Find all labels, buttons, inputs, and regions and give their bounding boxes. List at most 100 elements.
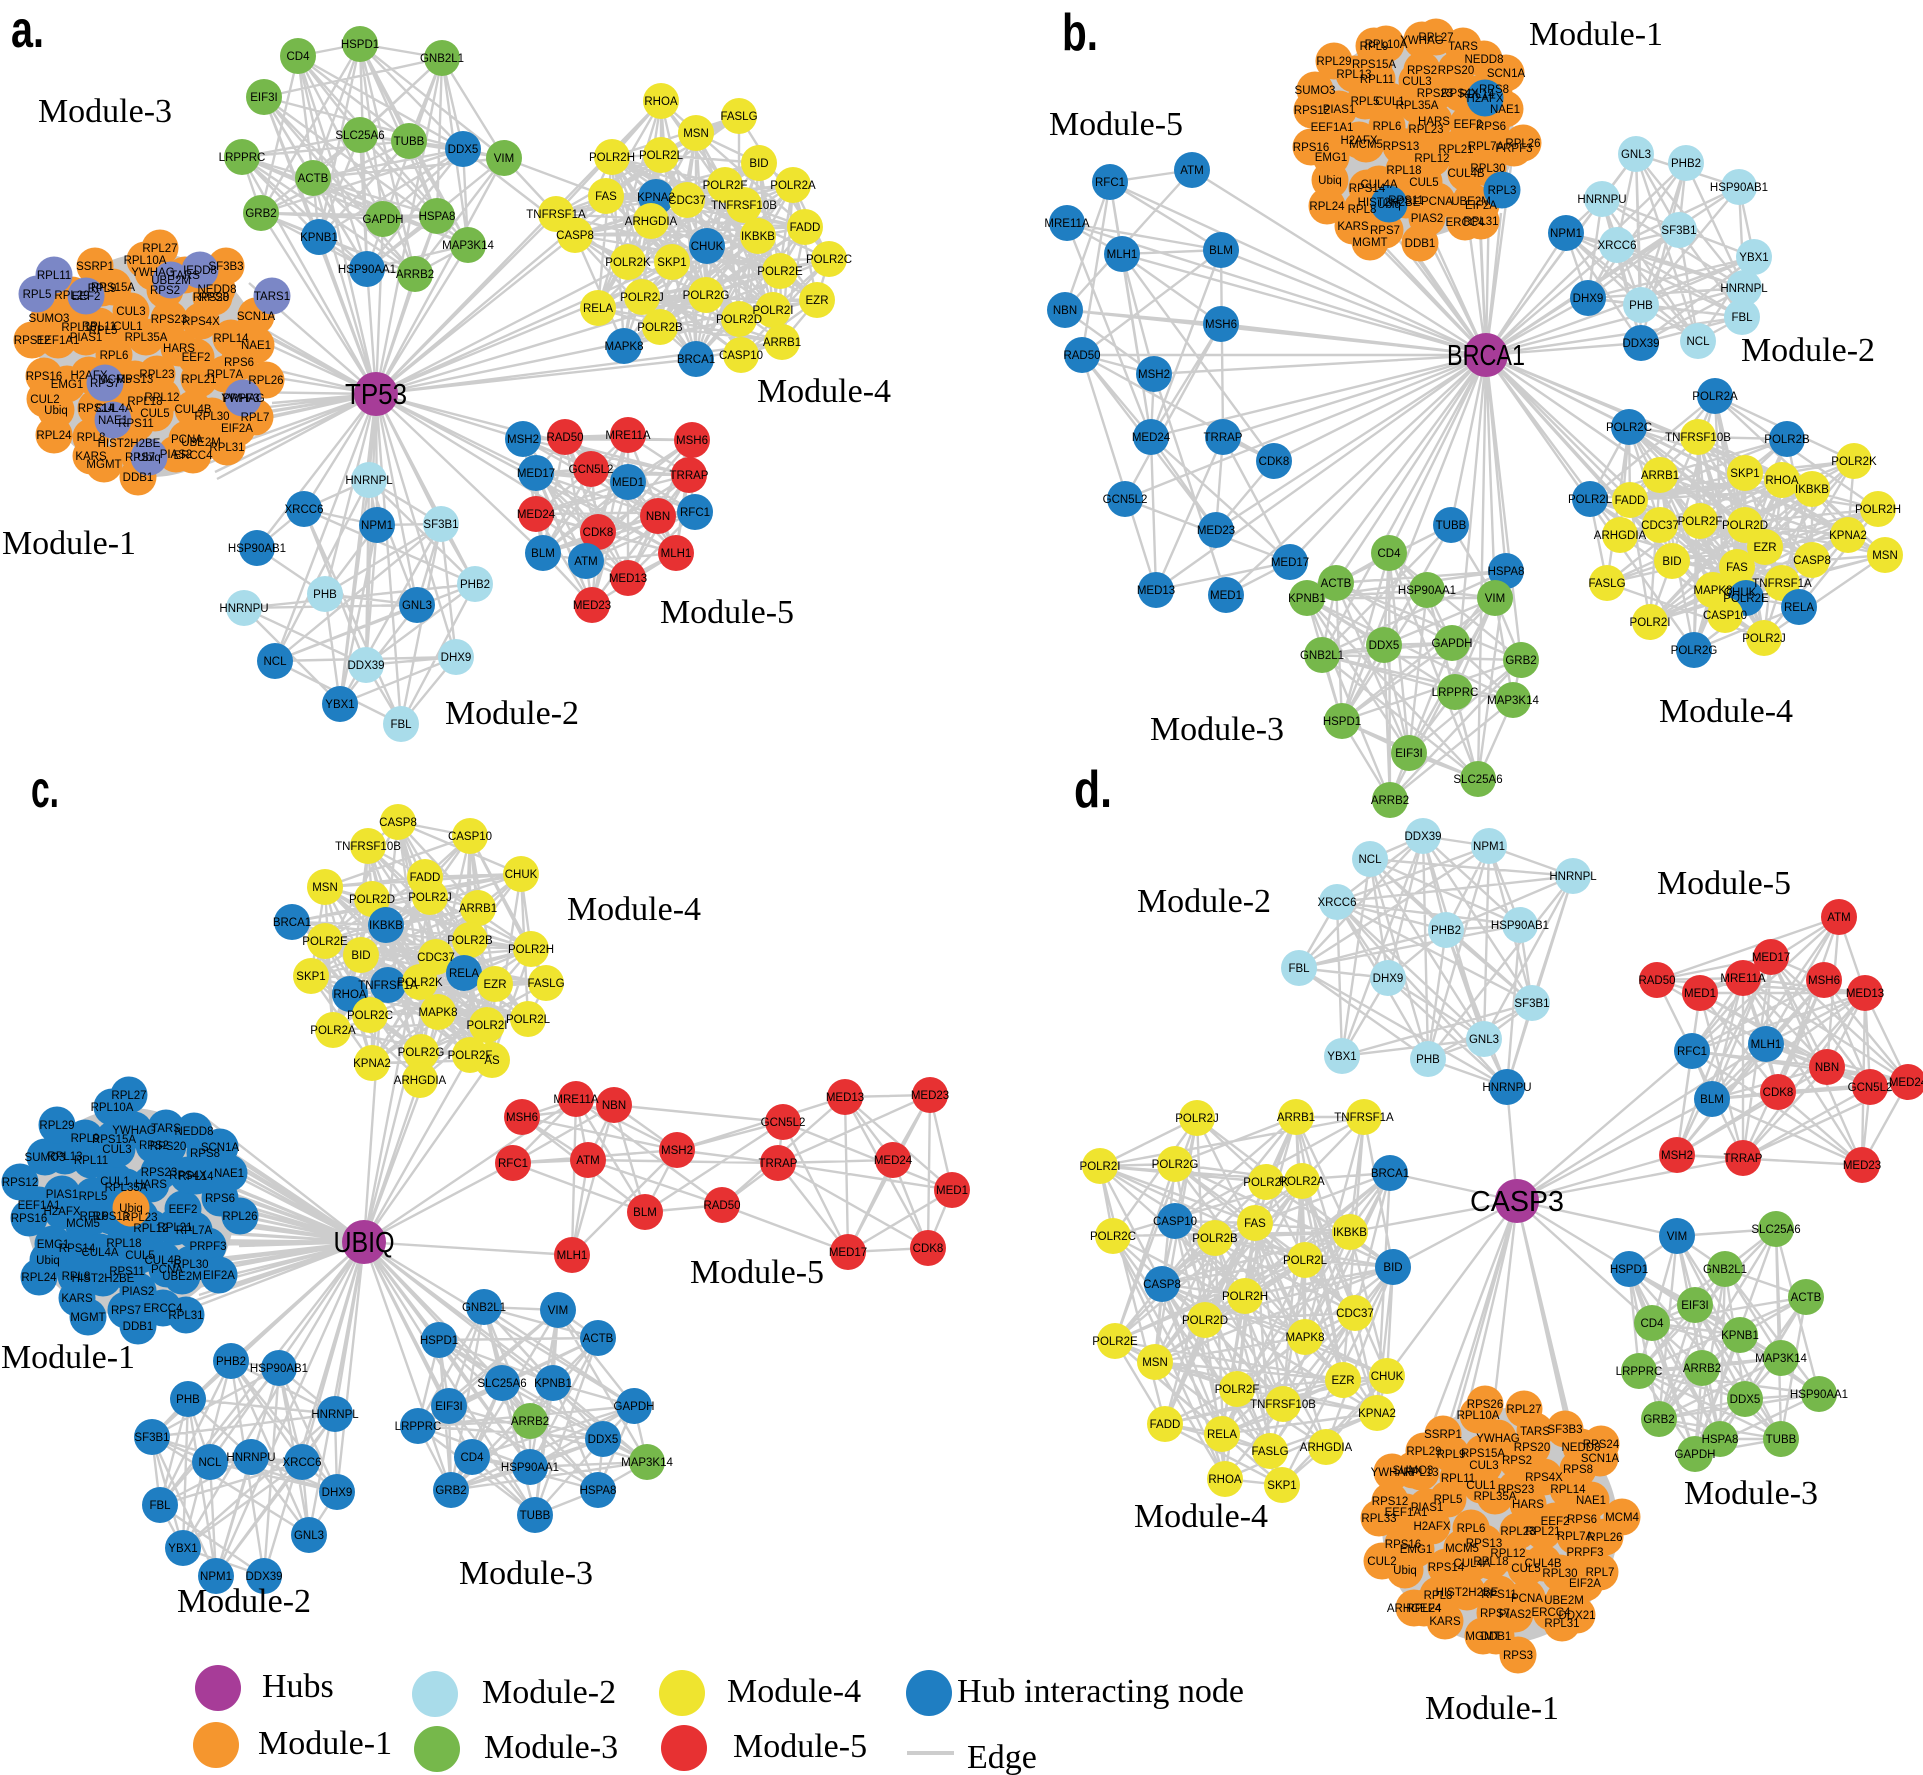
svg-text:Module-4: Module-4 xyxy=(757,373,891,410)
svg-text:EIF2A: EIF2A xyxy=(1569,1578,1601,1590)
svg-text:CHUK: CHUK xyxy=(505,869,538,881)
svg-text:FASLG: FASLG xyxy=(527,978,564,990)
svg-text:Module-5: Module-5 xyxy=(733,1728,867,1765)
svg-text:RPL31: RPL31 xyxy=(1463,216,1498,228)
svg-text:MED1: MED1 xyxy=(1210,590,1242,602)
svg-text:CASP8: CASP8 xyxy=(1793,555,1831,567)
svg-text:NAE1: NAE1 xyxy=(241,340,271,352)
svg-text:POLR2E: POLR2E xyxy=(1723,593,1769,605)
svg-text:RPL31: RPL31 xyxy=(168,1310,203,1322)
svg-text:RPL7A: RPL7A xyxy=(207,369,244,381)
svg-text:NPM1: NPM1 xyxy=(361,520,393,532)
svg-text:CUL5: CUL5 xyxy=(140,408,169,420)
svg-text:KPNA2: KPNA2 xyxy=(353,1058,391,1070)
svg-text:POLR2A: POLR2A xyxy=(1279,1176,1325,1188)
svg-text:NCL: NCL xyxy=(263,656,287,668)
svg-text:SLC25A6: SLC25A6 xyxy=(1453,774,1502,786)
svg-text:DHX9: DHX9 xyxy=(441,652,472,664)
svg-text:ARRB2: ARRB2 xyxy=(396,269,434,281)
svg-text:SF3B1: SF3B1 xyxy=(1661,225,1696,237)
svg-text:POLR2A: POLR2A xyxy=(1692,391,1738,403)
svg-text:FADD: FADD xyxy=(1615,495,1646,507)
svg-text:IKBKB: IKBKB xyxy=(1795,484,1829,496)
svg-text:RHOA: RHOA xyxy=(333,989,367,1001)
svg-text:Module-4: Module-4 xyxy=(727,1673,861,1710)
svg-text:RPL8: RPL8 xyxy=(1348,204,1377,216)
svg-text:RPL35A: RPL35A xyxy=(105,1182,148,1194)
svg-text:RPL30: RPL30 xyxy=(173,1259,208,1271)
svg-text:RPL9: RPL9 xyxy=(88,283,117,295)
svg-text:MLH1: MLH1 xyxy=(661,548,692,560)
svg-text:CDK8: CDK8 xyxy=(913,1243,944,1255)
svg-text:IKBKB: IKBKB xyxy=(1333,1227,1367,1239)
svg-text:RELA: RELA xyxy=(1784,602,1814,614)
svg-text:RPS15A: RPS15A xyxy=(1352,59,1396,71)
svg-text:CD4: CD4 xyxy=(1377,548,1401,560)
svg-text:BRCA1: BRCA1 xyxy=(273,917,311,929)
svg-text:MED1: MED1 xyxy=(1684,988,1716,1000)
svg-text:RPL31: RPL31 xyxy=(209,442,244,454)
svg-text:CUL3: CUL3 xyxy=(1402,76,1431,88)
svg-text:CD4: CD4 xyxy=(460,1452,484,1464)
svg-text:POLR2L: POLR2L xyxy=(639,150,684,162)
svg-text:MED1: MED1 xyxy=(612,477,644,489)
svg-text:RPL35A: RPL35A xyxy=(125,332,168,344)
svg-text:RPS14: RPS14 xyxy=(1428,1562,1465,1574)
svg-text:POLR2E: POLR2E xyxy=(757,266,803,278)
svg-text:MAPK8: MAPK8 xyxy=(419,1007,458,1019)
svg-text:NEDD8: NEDD8 xyxy=(1562,1442,1601,1454)
svg-text:XRCC6: XRCC6 xyxy=(283,1457,322,1469)
svg-text:FADD: FADD xyxy=(410,872,441,884)
svg-text:CDC37: CDC37 xyxy=(668,195,706,207)
svg-text:MED13: MED13 xyxy=(1846,988,1884,1000)
svg-text:ATM: ATM xyxy=(1180,165,1203,177)
svg-text:CD4: CD4 xyxy=(286,51,310,63)
svg-text:RPL5: RPL5 xyxy=(23,289,52,301)
svg-text:RPL13: RPL13 xyxy=(61,322,96,334)
svg-text:BLM: BLM xyxy=(1209,245,1233,257)
svg-text:RPS23: RPS23 xyxy=(1498,1484,1534,1496)
svg-text:SF3B3: SF3B3 xyxy=(208,261,243,273)
svg-text:CUL3: CUL3 xyxy=(102,1144,131,1156)
svg-text:SLC25A6: SLC25A6 xyxy=(477,1378,526,1390)
svg-text:RPS7: RPS7 xyxy=(1480,1608,1510,1620)
svg-text:RPL23: RPL23 xyxy=(1408,124,1443,136)
svg-text:MSH6: MSH6 xyxy=(676,435,708,447)
svg-text:CUL4B: CUL4B xyxy=(144,1255,181,1267)
svg-text:CD4: CD4 xyxy=(1640,1318,1664,1330)
svg-text:RPL29: RPL29 xyxy=(1406,1446,1441,1458)
svg-text:CUL5: CUL5 xyxy=(1511,1563,1540,1575)
svg-text:Module-3: Module-3 xyxy=(459,1555,593,1592)
svg-text:ACTB: ACTB xyxy=(1321,578,1352,590)
svg-text:RPL30: RPL30 xyxy=(1542,1568,1577,1580)
svg-text:ARRB1: ARRB1 xyxy=(763,337,801,349)
svg-text:FASLG: FASLG xyxy=(1588,578,1625,590)
svg-text:DDX5: DDX5 xyxy=(1369,640,1400,652)
svg-text:GRB2: GRB2 xyxy=(1643,1414,1674,1426)
svg-text:PCNA: PCNA xyxy=(171,434,203,446)
svg-text:HSP90AB1: HSP90AB1 xyxy=(228,543,286,555)
svg-text:RPS20: RPS20 xyxy=(1438,65,1474,77)
svg-text:MAP3K14: MAP3K14 xyxy=(1487,695,1539,707)
svg-text:SF3B1: SF3B1 xyxy=(134,1432,169,1444)
svg-text:POLR2G: POLR2G xyxy=(1152,1159,1199,1171)
svg-text:RPL33: RPL33 xyxy=(1361,1513,1396,1525)
svg-text:GNB2L1: GNB2L1 xyxy=(1703,1264,1747,1276)
svg-text:TRRAP: TRRAP xyxy=(1724,1153,1763,1165)
svg-text:POLR2F: POLR2F xyxy=(1678,516,1723,528)
svg-text:POLR2D: POLR2D xyxy=(1722,520,1768,532)
svg-text:HIST2H2BE: HIST2H2BE xyxy=(1358,197,1421,209)
svg-text:PHB2: PHB2 xyxy=(1431,925,1461,937)
svg-text:HNRNPL: HNRNPL xyxy=(1549,871,1597,883)
svg-text:EMG1: EMG1 xyxy=(1400,1544,1433,1556)
svg-text:IKBKB: IKBKB xyxy=(741,231,775,243)
svg-text:POLR2I: POLR2I xyxy=(753,305,794,317)
svg-text:ERCC4: ERCC4 xyxy=(144,1303,184,1315)
svg-text:RPL14: RPL14 xyxy=(1459,89,1495,101)
svg-text:RPS6: RPS6 xyxy=(224,357,254,369)
svg-text:VIM: VIM xyxy=(548,1305,568,1317)
svg-text:ARHGDIA: ARHGDIA xyxy=(625,216,678,228)
svg-text:Module-5: Module-5 xyxy=(1657,865,1791,902)
svg-text:RPS12: RPS12 xyxy=(14,335,50,347)
svg-text:POLR2K: POLR2K xyxy=(605,257,651,269)
